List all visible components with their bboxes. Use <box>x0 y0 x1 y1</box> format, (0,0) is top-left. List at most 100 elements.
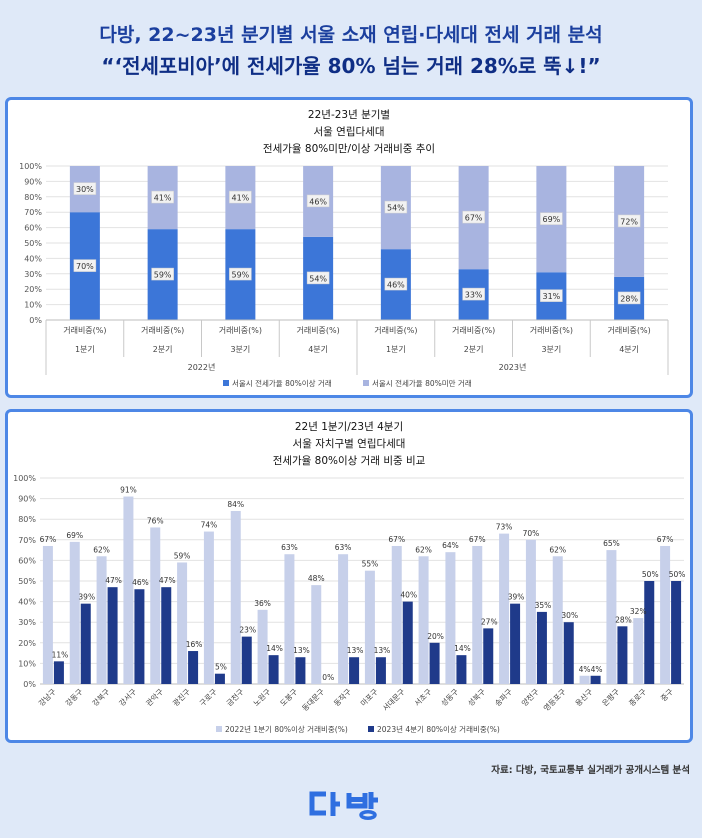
chart2-data-label-2022q1: 69% <box>66 531 83 540</box>
chart2-bar-2022q1 <box>606 550 617 684</box>
chart2-data-label-2022q1: 63% <box>281 543 298 552</box>
chart1-data-label-under80: 72% <box>620 217 638 226</box>
chart2-data-label-2023q4: 46% <box>132 578 149 587</box>
chart2-data-label-2022q1: 63% <box>335 543 352 552</box>
chart1-ytick-label: 40% <box>24 254 42 263</box>
chart2-district-label: 노원구 <box>251 687 272 708</box>
chart1-data-label-80plus: 33% <box>465 291 483 300</box>
chart2-data-label-2023q4: 11% <box>52 650 69 659</box>
chart2-district-label: 서초구 <box>412 687 433 708</box>
chart1-data-label-box <box>540 212 563 225</box>
chart1-data-label-80plus: 59% <box>154 271 172 280</box>
chart2-district-label: 송파구 <box>493 687 514 708</box>
chart2-data-label-2022q1: 67% <box>657 535 674 544</box>
headline-subtitle: “‘전세포비아’에 전세가율 80% 넘는 거래 28%로 뚝↓!” <box>101 54 601 78</box>
chart2-data-label-2023q4: 50% <box>642 570 659 579</box>
chart2-bar-2022q1 <box>230 510 241 684</box>
chart2-bar-2022q1 <box>499 533 510 684</box>
chart1-title-line: 전세가율 80%미만/이상 거래비중 추이 <box>263 143 435 155</box>
chart2-bar-2022q1 <box>579 675 590 684</box>
chart2-bar-2022q1 <box>364 570 375 684</box>
chart1-quarter-label: 2분기 <box>153 345 173 354</box>
chart2-data-label-2022q1: 32% <box>630 607 647 616</box>
chart2-bar-2023q4 <box>161 587 172 684</box>
chart2-bar-2022q1 <box>660 545 671 684</box>
chart2-bar-2022q1 <box>177 562 188 684</box>
chart2-data-label-2022q1: 65% <box>603 539 620 548</box>
chart2-data-label-2023q4: 16% <box>186 640 203 649</box>
chart2-bar-2023q4 <box>617 626 628 684</box>
chart2-data-label-2022q1: 59% <box>174 551 191 560</box>
chart2-data-label-2022q1: 67% <box>388 535 405 544</box>
chart1-data-label-80plus: 70% <box>76 262 94 271</box>
chart1-data-label-box <box>384 200 408 214</box>
chart1-data-label-box <box>617 214 641 228</box>
chart2-district-label: 동작구 <box>331 686 353 708</box>
chart2-ytick-label: 100% <box>13 474 36 483</box>
chart2-district-label: 강남구 <box>36 686 58 708</box>
chart2-bar-2023q4 <box>644 581 655 684</box>
chart2-bar-2023q4 <box>483 628 494 684</box>
chart2-bar-2022q1 <box>203 531 214 684</box>
chart1-ytick-label: 70% <box>24 208 42 217</box>
chart2-data-label-2023q4: 27% <box>481 617 498 626</box>
chart2-bar-2022q1 <box>284 554 295 684</box>
chart1-data-label-under80: 41% <box>231 194 249 203</box>
chart2-bar-2022q1 <box>472 545 483 684</box>
chart2-bar-2023q4 <box>188 651 199 684</box>
chart2-ytick-label: 30% <box>18 618 36 627</box>
chart2-data-label-2023q4: 47% <box>159 576 176 585</box>
chart2-ytick-label: 60% <box>18 556 36 565</box>
chart1-data-label-under80: 46% <box>309 197 327 206</box>
chart2-district-label: 도봉구 <box>278 687 299 708</box>
stacked-chart-panel: 22년-23년 분기별 서울 연립다세대 전세가율 80%미만/이상 거래비중 추이… <box>5 97 693 398</box>
chart2-bar-2022q1 <box>525 539 536 684</box>
chart1-data-label-box <box>151 190 174 204</box>
chart2-bar-2023q4 <box>456 655 467 684</box>
chart1-ytick-label: 20% <box>24 285 42 294</box>
chart2-district-label: 중구 <box>659 687 675 703</box>
chart2-bar-2022q1 <box>42 545 53 684</box>
chart2-data-label-2022q1: 70% <box>523 529 540 538</box>
chart1-data-label-under80: 67% <box>465 214 483 223</box>
chart2-data-label-2022q1: 55% <box>362 560 379 569</box>
chart2-ytick-label: 80% <box>18 515 36 524</box>
chart2-data-label-2022q1: 67% <box>40 535 57 544</box>
chart2-bar-2022q1 <box>552 556 563 684</box>
chart2-data-label-2023q4: 13% <box>374 646 391 655</box>
chart2-ytick-label: 70% <box>18 536 36 545</box>
chart2-legend-label-2023q4: 2023년 4분기 80%이상 거래비중(%) <box>377 724 500 734</box>
chart1-data-label-box <box>462 210 485 224</box>
chart2-data-label-2023q4: 13% <box>347 646 364 655</box>
chart2-title-line: 서울 자치구별 연립다세대 <box>293 437 406 450</box>
chart1-data-label-under80: 69% <box>542 215 560 224</box>
chart1-quarter-label: 2분기 <box>464 345 484 354</box>
chart1-data-label-80plus: 31% <box>542 292 560 301</box>
chart2-data-label-2023q4: 4% <box>591 665 603 674</box>
chart1-quarter-label: 1분기 <box>75 345 95 354</box>
chart1-category-label: 거래비중(%) <box>452 326 495 335</box>
chart2-data-label-2022q1: 48% <box>308 574 325 583</box>
chart2-data-label-2023q4: 50% <box>669 570 686 579</box>
chart1-ytick-label: 60% <box>24 224 42 233</box>
chart1-title-line: 서울 연립다세대 <box>314 125 385 138</box>
chart1-category-label: 거래비중(%) <box>374 326 417 335</box>
chart2-data-label-2023q4: 20% <box>427 632 444 641</box>
chart2-data-label-2022q1: 67% <box>469 535 486 544</box>
chart2-bar-2022q1 <box>257 609 268 684</box>
chart2-bar-2023q4 <box>563 622 574 684</box>
chart2-bar-2022q1 <box>445 552 456 684</box>
chart2-ytick-label: 90% <box>18 495 36 504</box>
chart1-data-label-box <box>73 259 97 272</box>
chart1-data-label-box <box>151 267 174 281</box>
chart2-bar-2023q4 <box>107 587 118 684</box>
chart2-bar-2022q1 <box>123 496 134 684</box>
chart2-data-label-2023q4: 30% <box>561 611 578 620</box>
chart2-ytick-label: 40% <box>18 598 36 607</box>
chart2-bar-2023q4 <box>349 657 360 684</box>
chart1-data-label-under80: 30% <box>76 185 94 194</box>
chart2-bar-2023q4 <box>671 581 682 684</box>
chart1-data-label-80plus: 59% <box>231 271 249 280</box>
